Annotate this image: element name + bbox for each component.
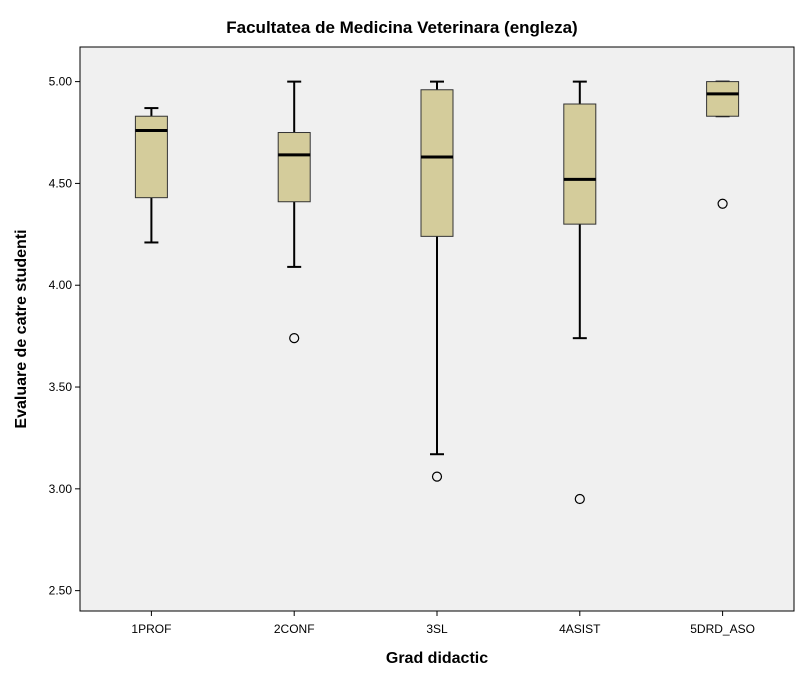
y-tick-label: 3.00: [49, 482, 73, 496]
y-axis: 2.50 3.00 3.50 4.00 4.50 5.00: [49, 75, 80, 598]
x-axis: 1PROF 2CONF 3SL 4ASIST 5DRD_ASO: [131, 611, 755, 636]
x-tick-label: 5DRD_ASO: [690, 622, 755, 636]
outlier-point: [717, 198, 728, 209]
x-tick-label: 4ASIST: [559, 622, 601, 636]
y-axis-label: Evaluare de catre studenti: [13, 229, 30, 428]
y-tick-label: 2.50: [49, 584, 73, 598]
x-tick-label: 2CONF: [274, 622, 315, 636]
box-5drd_aso: [706, 80, 740, 209]
iqr-box: [277, 132, 311, 203]
iqr-box: [563, 103, 597, 225]
outlier-point: [289, 333, 300, 344]
x-tick-label: 3SL: [426, 622, 448, 636]
x-axis-label: Grad didactic: [386, 650, 488, 667]
x-tick-label: 1PROF: [131, 622, 171, 636]
outlier-point: [574, 493, 585, 505]
chart-title: Facultatea de Medicina Veterinara (engle…: [226, 18, 577, 37]
boxes-layer: [134, 80, 740, 505]
y-tick-label: 4.50: [49, 176, 73, 190]
box-4asist: [563, 80, 597, 505]
box-1prof: [134, 107, 168, 244]
y-tick-label: 3.50: [49, 380, 73, 394]
iqr-box: [706, 81, 740, 117]
y-tick-label: 4.00: [49, 278, 73, 292]
iqr-box: [134, 115, 168, 199]
box-2conf: [277, 80, 311, 344]
iqr-box: [420, 89, 454, 237]
y-tick-label: 5.00: [49, 75, 73, 89]
outlier-point: [431, 471, 443, 482]
box-3sl: [420, 80, 454, 482]
